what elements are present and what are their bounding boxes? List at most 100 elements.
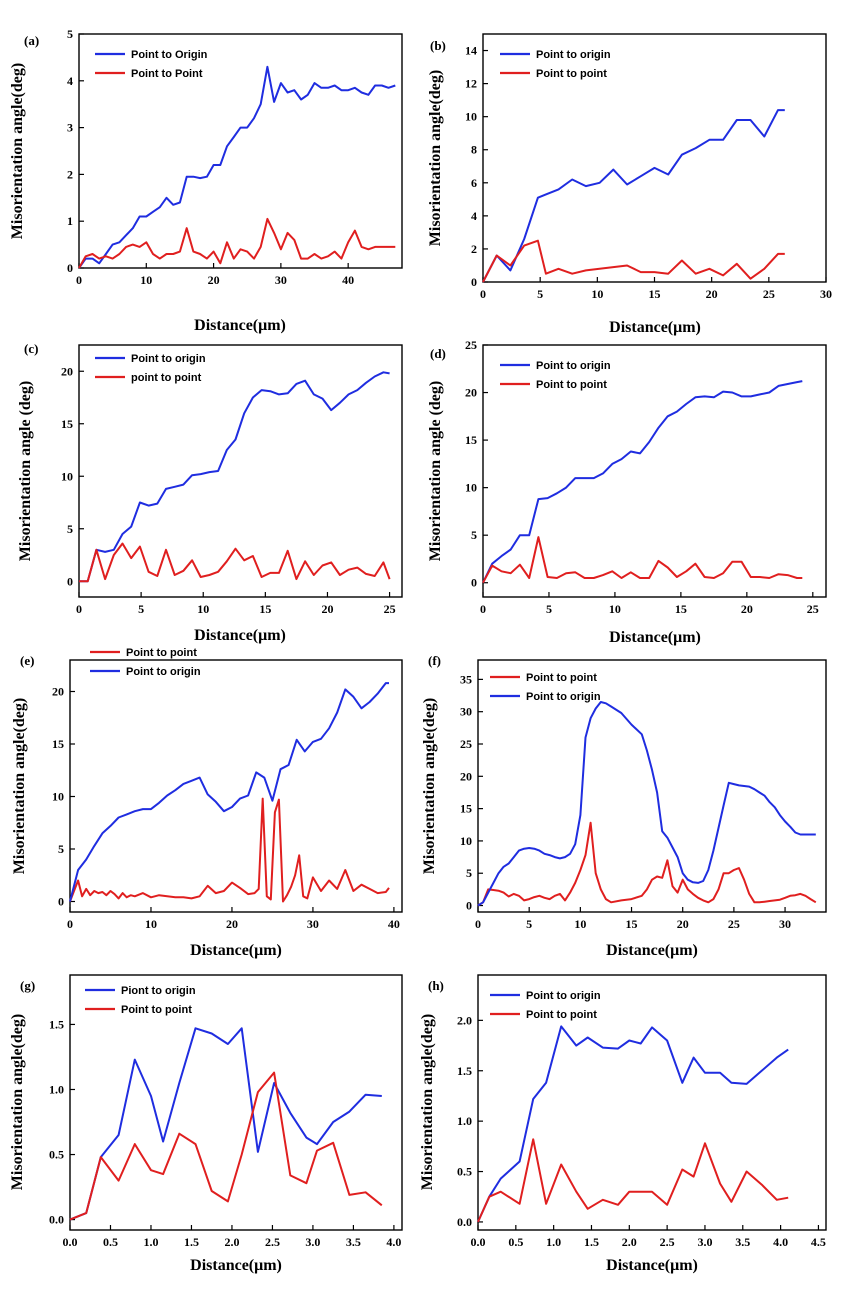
y-tick-label: 10 <box>465 481 477 495</box>
x-tick-label: 2.0 <box>622 1235 637 1249</box>
legend-entry: Point to origin <box>526 691 601 703</box>
x-tick-label: 30 <box>779 917 791 931</box>
y-tick-label: 1 <box>67 214 73 228</box>
x-tick-label: 10 <box>145 917 157 931</box>
x-tick-label: 30 <box>307 917 319 931</box>
y-tick-label: 3 <box>67 121 73 135</box>
x-tick-label: 40 <box>342 273 354 287</box>
series-line-first <box>79 371 390 583</box>
x-tick-label: 4.0 <box>386 1235 401 1249</box>
x-tick-label: 5 <box>526 917 532 931</box>
x-tick-label: 40 <box>388 917 400 931</box>
x-tick-label: 20 <box>677 917 689 931</box>
legend-entry: Point to point <box>126 647 197 659</box>
y-tick-label: 15 <box>465 433 477 447</box>
legend-entry: Point to origin <box>131 353 206 365</box>
x-tick-label: 15 <box>259 602 271 616</box>
y-tick-label: 5 <box>466 866 472 880</box>
y-tick-label: 12 <box>465 77 477 91</box>
panel-label: (a) <box>24 33 39 48</box>
x-tick-label: 10 <box>591 287 603 301</box>
y-tick-label: 35 <box>460 672 472 686</box>
x-tick-label: 10 <box>574 917 586 931</box>
y-tick-label: 8 <box>471 143 477 157</box>
x-tick-label: 4.5 <box>811 1235 826 1249</box>
x-tick-label: 10 <box>609 602 621 616</box>
series-line-first <box>69 1027 382 1221</box>
y-axis-title: Misorientation angle (deg) <box>17 381 34 561</box>
series-line-second <box>482 239 785 283</box>
y-tick-label: 15 <box>460 802 472 816</box>
y-axis-title: Misorientation angle (deg) <box>427 381 444 561</box>
y-axis-title: Misorientation angle(deg) <box>427 70 444 246</box>
x-tick-label: 0.0 <box>63 1235 78 1249</box>
x-tick-label: 20 <box>226 917 238 931</box>
series-line-second <box>477 701 816 907</box>
x-tick-label: 10 <box>140 273 152 287</box>
y-tick-label: 25 <box>460 737 472 751</box>
legend-entry: Point to origin <box>526 990 601 1002</box>
x-tick-label: 25 <box>384 602 396 616</box>
y-axis-title: Misorientation angle(deg) <box>9 63 26 239</box>
y-tick-label: 2 <box>471 242 477 256</box>
x-tick-label: 0 <box>67 917 73 931</box>
x-tick-label: 15 <box>649 287 661 301</box>
x-tick-label: 15 <box>626 917 638 931</box>
series-line-second <box>482 536 803 584</box>
chart-panel: 0 5 10 15 20 25 0 5 10 15 20 Point to origin point t… <box>17 341 403 644</box>
x-axis-title: Distance(μm) <box>190 1257 282 1274</box>
y-tick-label: 20 <box>460 769 472 783</box>
legend-entry: Point to point <box>121 1004 192 1016</box>
x-axis-title: Distance(μm) <box>609 629 701 646</box>
chart-panel: 0 10 20 30 40 0 5 10 15 20 Point to point Point to … <box>11 647 403 959</box>
x-tick-label: 20 <box>706 287 718 301</box>
y-tick-label: 1.0 <box>457 1114 472 1128</box>
y-tick-label: 1.5 <box>457 1064 472 1078</box>
x-tick-label: 1.5 <box>184 1235 199 1249</box>
x-tick-label: 4.0 <box>773 1235 788 1249</box>
y-tick-label: 10 <box>460 834 472 848</box>
legend-entry: Point to point <box>536 68 607 80</box>
x-tick-label: 1.5 <box>584 1235 599 1249</box>
y-tick-label: 0.5 <box>457 1165 472 1179</box>
y-tick-label: 0 <box>471 576 477 590</box>
panel-label: (f) <box>428 653 441 668</box>
y-axis-title: Misorientation angle(deg) <box>419 1014 436 1190</box>
x-tick-label: 25 <box>728 917 740 931</box>
y-tick-label: 4 <box>471 209 477 223</box>
series-line-second <box>78 217 396 269</box>
x-tick-label: 0 <box>480 287 486 301</box>
x-tick-label: 30 <box>820 287 832 301</box>
x-axis-title: Distance(μm) <box>606 1257 698 1274</box>
x-tick-label: 1.0 <box>546 1235 561 1249</box>
y-tick-label: 1.5 <box>49 1017 64 1031</box>
y-tick-label: 5 <box>58 842 64 856</box>
series-line-first <box>477 821 817 907</box>
panel-label: (c) <box>24 341 38 356</box>
y-tick-label: 0 <box>471 275 477 289</box>
y-tick-label: 0.0 <box>457 1215 472 1229</box>
panel-label: (e) <box>20 653 34 668</box>
chart-panel: 0 5 10 15 20 25 30 0 5 10 15 20 25 30 35 Point to point… <box>421 653 827 959</box>
series-line-first <box>482 109 785 283</box>
y-tick-label: 20 <box>61 364 73 378</box>
x-tick-label: 1.0 <box>143 1235 158 1249</box>
plot-frame <box>482 33 827 283</box>
x-tick-label: 10 <box>197 602 209 616</box>
y-tick-label: 20 <box>52 685 64 699</box>
legend-entry: Piont to origin <box>121 985 196 997</box>
y-tick-label: 5 <box>471 528 477 542</box>
series-line-first <box>78 65 396 269</box>
legend-entry: Point to point <box>526 1009 597 1021</box>
y-tick-label: 2 <box>67 167 73 181</box>
y-tick-label: 0.0 <box>49 1213 64 1227</box>
legend-entry: Point to origin <box>126 666 201 678</box>
y-tick-label: 25 <box>465 338 477 352</box>
y-tick-label: 0.5 <box>49 1148 64 1162</box>
x-axis-title: Distance(μm) <box>194 627 286 644</box>
x-tick-label: 2.5 <box>265 1235 280 1249</box>
y-tick-label: 15 <box>52 737 64 751</box>
y-tick-label: 6 <box>471 176 477 190</box>
x-tick-label: 25 <box>763 287 775 301</box>
panel-label: (g) <box>20 978 35 993</box>
